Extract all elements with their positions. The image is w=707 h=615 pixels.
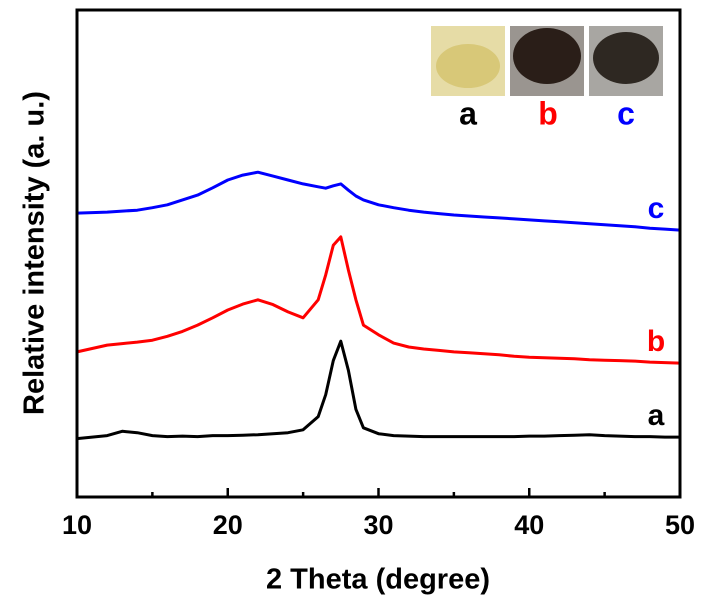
x-axis-title: 2 Theta (degree) xyxy=(266,564,490,596)
series-label: c xyxy=(648,192,665,225)
series-label: a xyxy=(648,399,665,432)
plot-frame xyxy=(75,8,682,499)
x-tick-label: 30 xyxy=(363,510,393,540)
series-line xyxy=(76,170,681,232)
inset-label: c xyxy=(617,95,635,131)
y-axis-title: Relative intensity (a. u.) xyxy=(19,91,51,415)
x-tick-label: 20 xyxy=(213,510,243,540)
powder-b xyxy=(513,28,581,84)
inset: a b c xyxy=(431,26,663,131)
powder-a xyxy=(436,44,500,88)
x-tick-label: 50 xyxy=(665,510,695,540)
series-line xyxy=(76,235,681,365)
x-tick-label: 40 xyxy=(514,510,544,540)
x-tick-label: 10 xyxy=(62,510,92,540)
inset-label: a xyxy=(459,95,477,131)
inset-label: b xyxy=(538,95,558,131)
powder-c xyxy=(593,32,659,84)
series-label: b xyxy=(647,325,665,358)
series-line xyxy=(76,339,680,441)
